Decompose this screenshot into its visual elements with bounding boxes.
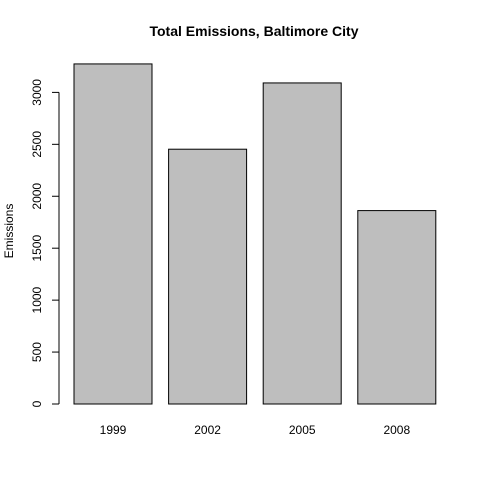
y-axis: 0 500 1000 1500 2000 2500 3000 — [30, 79, 60, 407]
bars-group — [73, 63, 437, 405]
bar-2005 — [262, 82, 342, 405]
bar-2002 — [168, 148, 248, 405]
x-tick-label: 2008 — [383, 423, 410, 437]
y-tick-label: 0 — [30, 400, 44, 407]
y-tick-label: 500 — [30, 342, 44, 362]
y-tick-label: 3000 — [30, 79, 44, 106]
x-tick-label: 2002 — [194, 423, 221, 437]
y-tick-label: 2000 — [30, 183, 44, 210]
bar-2008 — [357, 210, 437, 405]
y-tick-label: 1000 — [30, 286, 44, 313]
x-tick-label: 1999 — [100, 423, 127, 437]
x-tick-labels: 1999 2002 2005 2008 — [100, 423, 411, 437]
y-tick-label: 2500 — [30, 131, 44, 158]
chart-title: Total Emissions, Baltimore City — [149, 23, 358, 39]
x-tick-label: 2005 — [289, 423, 316, 437]
y-axis-label: Emissions — [2, 204, 16, 259]
bar-1999 — [73, 63, 153, 405]
y-tick-label: 1500 — [30, 235, 44, 262]
